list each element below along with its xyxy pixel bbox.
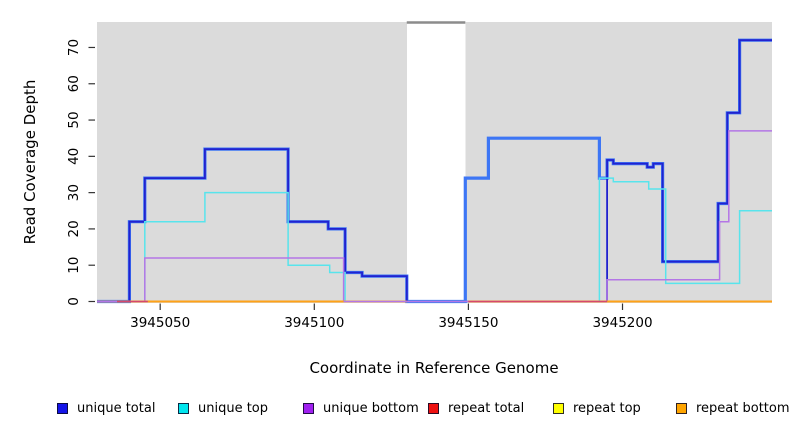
legend-label: unique bottom [323,400,419,416]
legend-label: repeat bottom [696,400,790,416]
y-tick-label: 20 [66,220,82,237]
y-tick-label: 30 [66,184,82,201]
legend-item-unique-total: unique total [57,399,155,417]
legend-swatch-repeat-top [553,402,564,414]
legend: unique total unique top unique bottom repea… [0,399,792,421]
x-tick-label: 3945050 [130,315,190,331]
y-tick-label: 10 [66,257,82,274]
legend-swatch-repeat-total [428,402,439,414]
x-tick-label: 3945100 [284,315,344,331]
y-tick-label: 50 [66,111,82,128]
legend-label: unique top [198,400,269,416]
x-tick-label: 3945200 [592,315,652,331]
y-tick-label: 60 [66,75,82,92]
y-tick-label: 70 [66,39,82,56]
legend-swatch-unique-bottom [303,402,314,414]
y-axis-title: Read Coverage Depth [21,79,39,245]
missing-data-gap [406,22,466,302]
x-tick-label: 3945150 [438,315,498,331]
legend-label: unique total [77,400,156,416]
y-tick-label: 40 [66,148,82,165]
legend-item-repeat-total: repeat total [428,399,524,417]
legend-swatch-unique-total [57,402,68,414]
legend-item-unique-top: unique top [178,399,268,417]
legend-label: repeat top [573,400,641,416]
legend-swatch-unique-top [178,402,189,414]
legend-item-repeat-top: repeat top [553,399,641,417]
legend-item-unique-bottom: unique bottom [303,399,419,417]
y-tick-label: 0 [66,297,82,306]
legend-label: repeat total [448,400,525,416]
series-unique-bottom [97,130,772,303]
legend-item-repeat-bottom: repeat bottom [676,399,790,417]
legend-swatch-repeat-bottom [676,402,687,414]
x-axis-title: Coordinate in Reference Genome [309,359,559,377]
